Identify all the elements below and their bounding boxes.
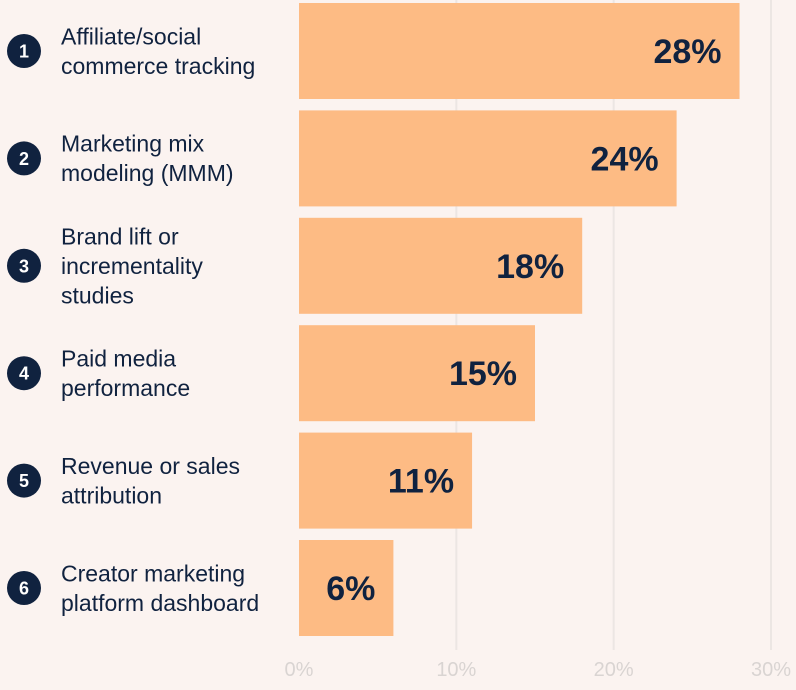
category-label-5-line-2: attribution [61,482,162,508]
category-label-3-line-1: Brand lift or [61,223,179,249]
bar-1 [299,3,740,99]
category-label-4-line-1: Paid media [61,345,176,371]
category-label-6-line-1: Creator marketing [61,560,245,586]
rank-number-6: 6 [19,579,29,599]
category-label-2-line-1: Marketing mix [61,131,205,157]
rank-badge-6 [7,571,41,605]
category-label-1-line-2: commerce tracking [61,53,255,79]
tick-label-0: 0% [285,659,314,681]
bar-2 [299,110,677,207]
bars: 28% 24% 18% 15% 11% 6% [299,3,740,636]
rank-number-1: 1 [19,42,29,62]
rank-number-2: 2 [19,149,29,169]
category-label-2-line-2: modeling (MMM) [61,160,234,186]
value-label-4: 15% [449,355,517,393]
category-label-5-line-1: Revenue or sales [61,453,240,479]
value-label-3: 18% [496,248,564,286]
rank-badge-2 [7,141,41,176]
category-label-4-line-2: performance [61,375,190,401]
category-label-6-line-2: platform dashboard [61,590,259,616]
rank-number-4: 4 [19,364,29,384]
category-label-3-line-2: incrementality [61,253,203,279]
bar-6 [299,540,394,636]
bar-5 [299,432,473,529]
tick-label-20: 20% [594,659,634,681]
category-labels: 1 Affiliate/social commerce tracking 2 Marke… [7,23,259,616]
rank-number-3: 3 [19,256,29,276]
rank-badge-4 [7,356,41,391]
value-label-2: 24% [591,140,659,178]
bar-3 [299,217,583,314]
tick-label-30: 30% [751,659,791,681]
rank-badge-5 [7,463,41,498]
value-label-1: 28% [653,33,721,71]
rank-badge-1 [7,34,41,68]
rank-badge-3 [7,248,41,283]
gridlines [455,0,772,650]
value-label-5: 11% [388,463,454,501]
x-axis-ticks: 0% 10% 20% 30% [285,659,792,681]
category-label-3-line-3: studies [61,282,134,308]
bar-4 [299,325,535,422]
tick-label-10: 10% [436,659,476,681]
category-label-1-line-1: Affiliate/social [61,23,201,49]
value-label-6: 6% [326,570,375,608]
rank-number-5: 5 [19,471,29,491]
